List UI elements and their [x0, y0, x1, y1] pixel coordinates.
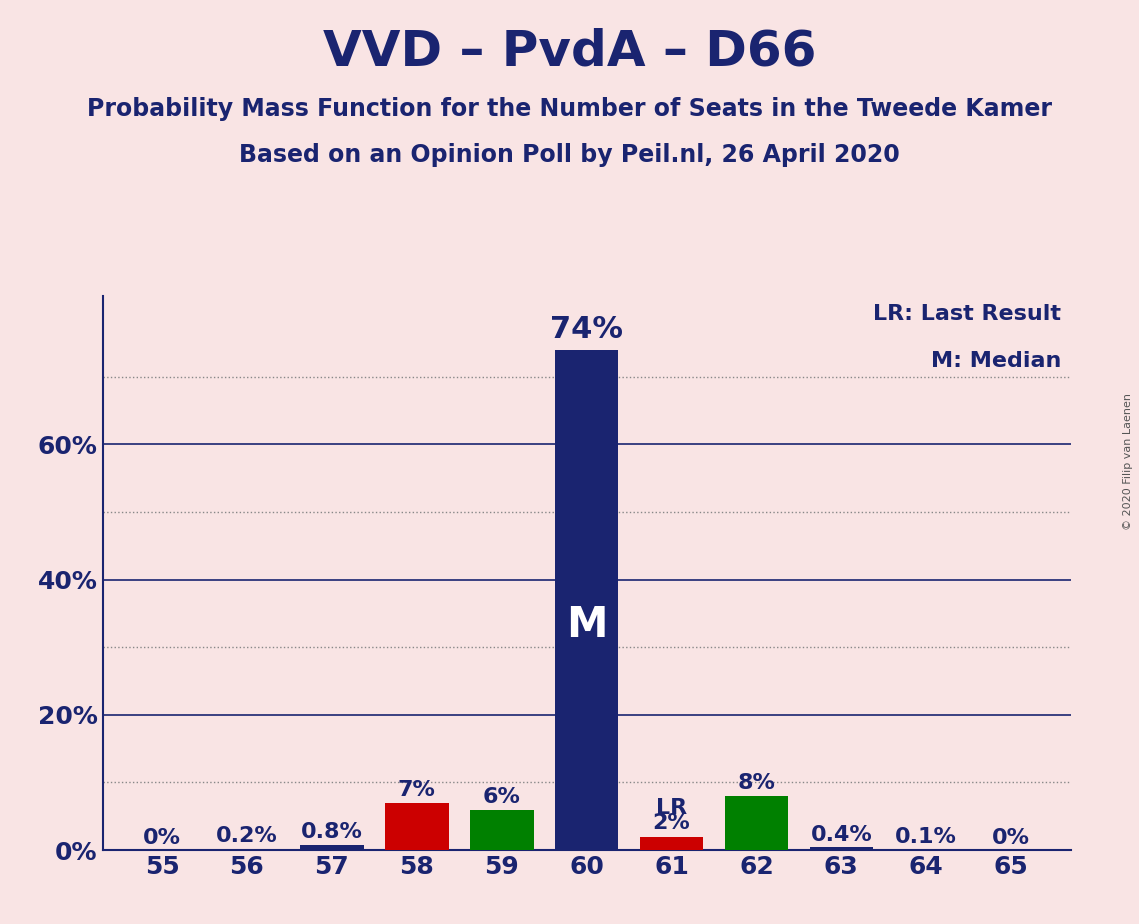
Text: LR: Last Result: LR: Last Result [872, 304, 1060, 324]
Text: 6%: 6% [483, 787, 521, 807]
Text: 0%: 0% [144, 828, 181, 848]
Text: 0.1%: 0.1% [895, 827, 957, 846]
Bar [724, 796, 788, 850]
Bar [640, 836, 704, 850]
Text: 0.4%: 0.4% [811, 825, 872, 845]
Text: 74%: 74% [550, 315, 623, 345]
Text: LR: LR [656, 798, 687, 819]
Text: 0.2%: 0.2% [216, 826, 278, 846]
Bar [469, 809, 533, 850]
Text: Based on an Opinion Poll by Peil.nl, 26 April 2020: Based on an Opinion Poll by Peil.nl, 26 … [239, 143, 900, 167]
Text: M: M [566, 604, 607, 646]
Text: 7%: 7% [398, 780, 436, 800]
Text: VVD – PvdA – D66: VVD – PvdA – D66 [322, 28, 817, 76]
Bar [215, 849, 279, 850]
Text: 2%: 2% [653, 813, 690, 833]
Bar [385, 803, 449, 850]
Text: 8%: 8% [737, 773, 776, 794]
Bar [300, 845, 363, 850]
Text: M: Median: M: Median [931, 351, 1060, 371]
Text: Probability Mass Function for the Number of Seats in the Tweede Kamer: Probability Mass Function for the Number… [87, 97, 1052, 121]
Text: 0%: 0% [992, 828, 1030, 848]
Bar [810, 847, 874, 850]
Bar [555, 350, 618, 850]
Text: © 2020 Filip van Laenen: © 2020 Filip van Laenen [1123, 394, 1133, 530]
Text: 0.8%: 0.8% [301, 822, 362, 842]
